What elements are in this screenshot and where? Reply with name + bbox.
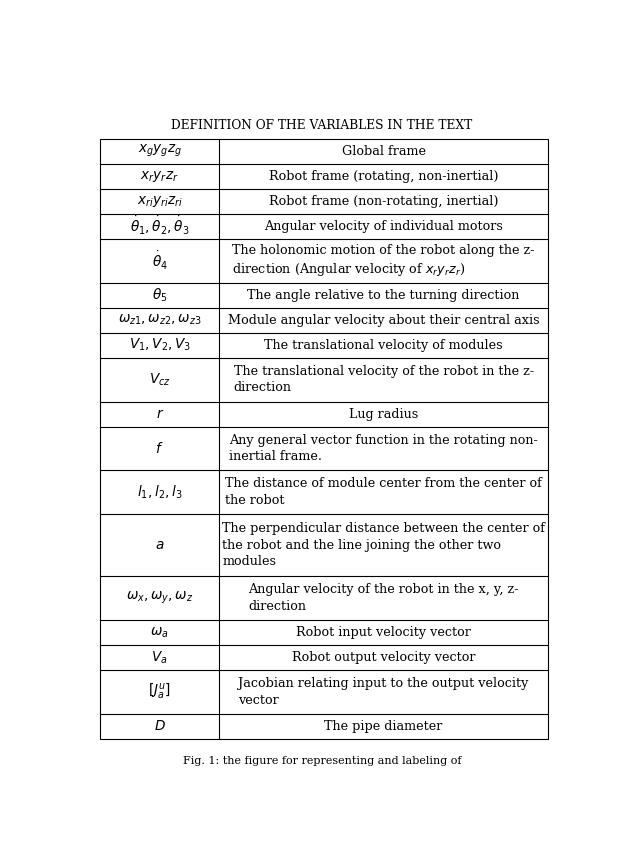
Text: Angular velocity of the robot in the x, y, z-
direction: Angular velocity of the robot in the x, …: [248, 583, 519, 613]
Text: Module angular velocity about their central axis: Module angular velocity about their cent…: [228, 313, 539, 326]
Text: Robot input velocity vector: Robot input velocity vector: [296, 626, 471, 639]
Bar: [100, 139, 548, 739]
Text: $V_1, V_2, V_3$: $V_1, V_2, V_3$: [129, 337, 191, 353]
Text: $l_1, l_2, l_3$: $l_1, l_2, l_3$: [137, 483, 183, 501]
Text: $V_{cz}$: $V_{cz}$: [149, 372, 171, 388]
Text: $\omega_a$: $\omega_a$: [151, 625, 169, 640]
Text: $\dot{\theta}_1, \dot{\theta}_2, \dot{\theta}_3$: $\dot{\theta}_1, \dot{\theta}_2, \dot{\t…: [130, 216, 190, 237]
Text: Fig. 1: the figure for representing and labeling of: Fig. 1: the figure for representing and …: [183, 756, 461, 766]
Text: The pipe diameter: The pipe diameter: [325, 720, 443, 733]
Text: Robot output velocity vector: Robot output velocity vector: [292, 651, 475, 664]
Text: Global frame: Global frame: [342, 145, 426, 158]
Text: Lug radius: Lug radius: [349, 408, 418, 421]
Text: $\theta_5$: $\theta_5$: [152, 287, 168, 304]
Text: $\dot{\theta}_4$: $\dot{\theta}_4$: [152, 249, 168, 272]
Text: The perpendicular distance between the center of
the robot and the line joining : The perpendicular distance between the c…: [222, 522, 545, 568]
Text: $a$: $a$: [155, 538, 165, 552]
Text: $D$: $D$: [154, 719, 166, 734]
Text: $x_g y_g z_g$: $x_g y_g z_g$: [138, 143, 182, 159]
Text: $\omega_{z1}, \omega_{z2}, \omega_{z3}$: $\omega_{z1}, \omega_{z2}, \omega_{z3}$: [118, 313, 202, 327]
Text: The holonomic motion of the robot along the z-
direction (Angular velocity of $x: The holonomic motion of the robot along …: [232, 243, 535, 278]
Text: The translational velocity of the robot in the z-
direction: The translational velocity of the robot …: [234, 365, 534, 394]
Text: $\omega_x, \omega_y, \omega_z$: $\omega_x, \omega_y, \omega_z$: [126, 590, 193, 606]
Text: Robot frame (rotating, non-inertial): Robot frame (rotating, non-inertial): [269, 170, 499, 183]
Text: DEFINITION OF THE VARIABLES IN THE TEXT: DEFINITION OF THE VARIABLES IN THE TEXT: [171, 119, 472, 132]
Text: $f$: $f$: [156, 441, 164, 456]
Text: $r$: $r$: [156, 407, 164, 421]
Text: $[J_a^u]$: $[J_a^u]$: [148, 682, 171, 701]
Text: Robot frame (non-rotating, inertial): Robot frame (non-rotating, inertial): [269, 195, 499, 208]
Text: $x_r y_r z_r$: $x_r y_r z_r$: [141, 169, 179, 184]
Text: The distance of module center from the center of
the robot: The distance of module center from the c…: [225, 477, 542, 507]
Text: The translational velocity of modules: The translational velocity of modules: [264, 339, 503, 352]
Text: Any general vector function in the rotating non-
inertial frame.: Any general vector function in the rotat…: [229, 434, 538, 463]
Text: Jacobian relating input to the output velocity
vector: Jacobian relating input to the output ve…: [239, 677, 529, 707]
Text: $V_a$: $V_a$: [151, 650, 168, 666]
Text: $x_{ri} y_{ri} z_{ri}$: $x_{ri} y_{ri} z_{ri}$: [137, 194, 183, 209]
Text: The angle relative to the turning direction: The angle relative to the turning direct…: [247, 288, 520, 301]
Text: Angular velocity of individual motors: Angular velocity of individual motors: [264, 220, 503, 233]
